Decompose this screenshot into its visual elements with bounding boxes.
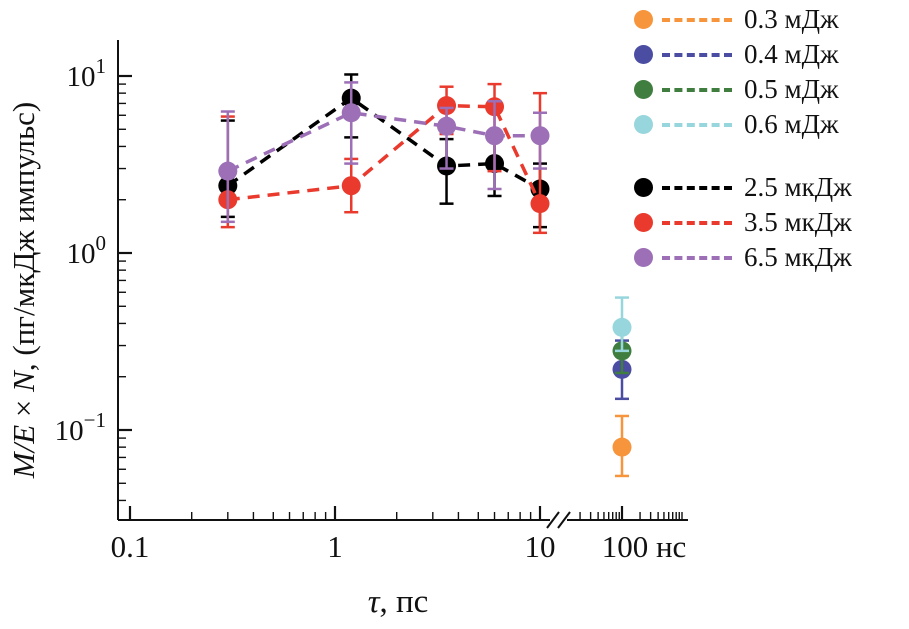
- y-tick-label: 101: [67, 54, 107, 93]
- data-point: [612, 437, 632, 457]
- legend-item-2.5 мкДж: 2.5 мкДж: [634, 170, 852, 205]
- legend-label: 0.6 мДж: [744, 109, 839, 139]
- data-point: [530, 194, 550, 214]
- series-0.3 мДж: [612, 414, 632, 478]
- axes: [117, 40, 688, 529]
- x-axis-ticks: [128, 506, 683, 520]
- legend-label: 6.5 мкДж: [744, 242, 852, 272]
- legend-item-3.5 мкДж: 3.5 мкДж: [634, 205, 852, 240]
- data-point: [341, 103, 361, 123]
- x-tick-label: 10: [525, 529, 556, 564]
- series-0.6 мДж: [612, 296, 632, 353]
- x-axis-title: τ, пс: [368, 584, 429, 620]
- y-tick-label: 10−1: [55, 408, 106, 447]
- legend-dashed-line-icon: [662, 255, 732, 260]
- data-point: [341, 176, 361, 196]
- legend-item-0.5 мДж: 0.5 мДж: [634, 72, 852, 107]
- axis-break-slash: [546, 511, 560, 529]
- legend-dashed-line-icon: [662, 220, 732, 225]
- y-tick-label: 100: [67, 231, 107, 270]
- legend-circle-marker-icon: [634, 248, 653, 267]
- legend-label: 3.5 мкДж: [744, 207, 852, 237]
- y-axis-ticks: [118, 74, 132, 502]
- data-point: [437, 116, 457, 136]
- legend-circle-marker-icon: [634, 213, 653, 232]
- legend-circle-marker-icon: [634, 80, 653, 99]
- data-point: [485, 126, 505, 146]
- x-tick-label: 0.1: [111, 529, 150, 564]
- legend-item-6.5 мкДж: 6.5 мкДж: [634, 240, 852, 275]
- series-6.5 мкДж: [218, 81, 550, 224]
- data-point: [218, 161, 238, 181]
- x-tick-label-ns: 100 нс: [602, 529, 687, 564]
- legend-label: 0.5 мДж: [744, 74, 839, 104]
- y-axis-title: M/E × N, (пг/мкДж импульс): [6, 102, 41, 479]
- legend-circle-marker-icon: [634, 10, 653, 29]
- data-point: [612, 317, 632, 337]
- axis-break-slash: [557, 511, 571, 529]
- data-point: [437, 96, 457, 116]
- legend-dashed-line-icon: [662, 185, 732, 190]
- legend-dashed-line-icon: [662, 122, 732, 127]
- series-line: [227, 110, 540, 173]
- legend-dashed-line-icon: [662, 52, 732, 57]
- legend-item-0.4 мДж: 0.4 мДж: [634, 37, 852, 72]
- legend-circle-marker-icon: [634, 115, 653, 134]
- x-tick-label: 1: [327, 529, 343, 564]
- legend-dashed-line-icon: [662, 87, 732, 92]
- legend-item-0.3 мДж: 0.3 мДж: [634, 2, 852, 37]
- legend-circle-marker-icon: [634, 178, 653, 197]
- legend: 0.3 мДж 0.4 мДж 0.5 мДж 0.6 мДж 2.5 мкДж 3.5 …: [634, 2, 852, 275]
- legend-label: 0.3 мДж: [744, 4, 839, 34]
- legend-circle-marker-icon: [634, 45, 653, 64]
- legend-dashed-line-icon: [662, 17, 732, 22]
- legend-label: 2.5 мкДж: [744, 172, 852, 202]
- legend-label: 0.4 мДж: [744, 39, 839, 69]
- data-point: [530, 126, 550, 146]
- legend-item-0.6 мДж: 0.6 мДж: [634, 107, 852, 142]
